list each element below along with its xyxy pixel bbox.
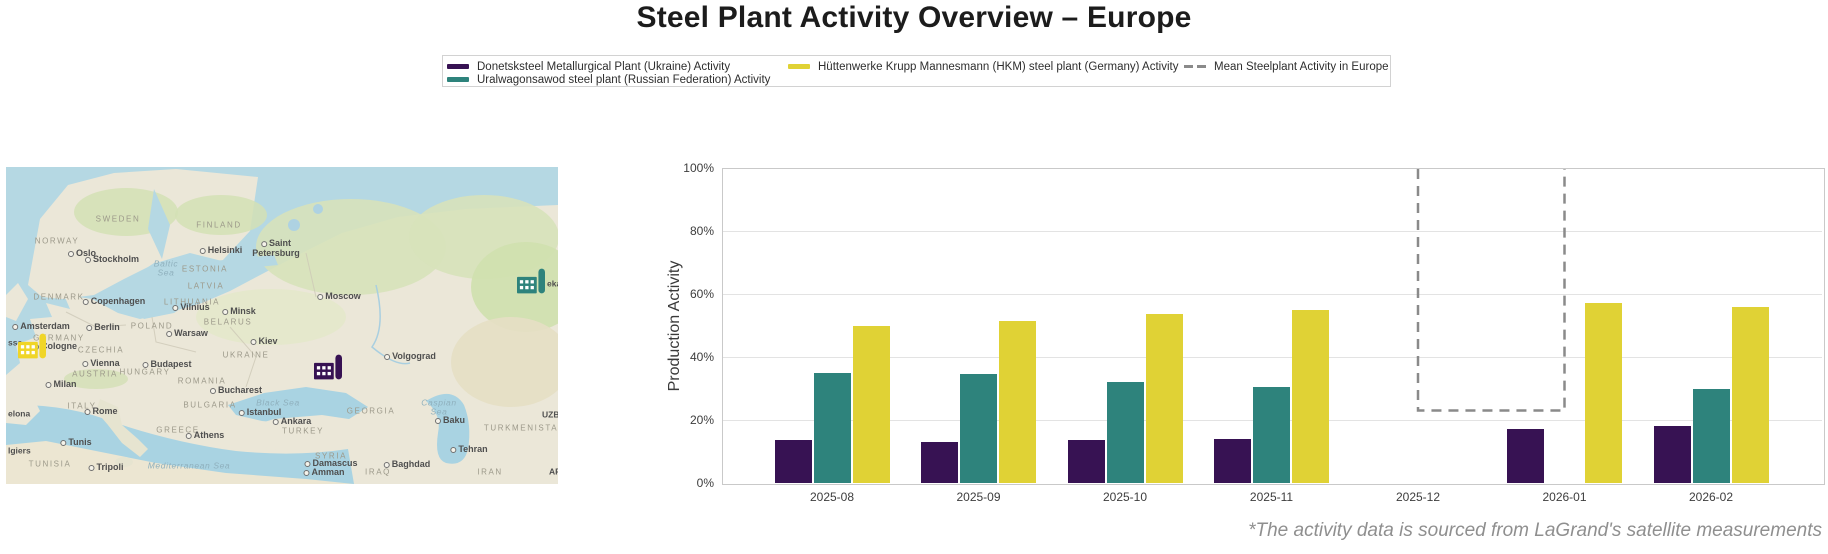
activity-bar bbox=[1585, 303, 1622, 483]
legend-item-label: Uralwagonsawod steel plant (Russian Fede… bbox=[477, 73, 771, 86]
legend-item: Hüttenwerke Krupp Mannesmann (HKM) steel… bbox=[788, 60, 1178, 73]
activity-bar bbox=[921, 442, 958, 483]
dashed-line-swatch bbox=[1184, 65, 1206, 68]
x-tick-label: 2025-08 bbox=[809, 490, 855, 504]
legend-item-label: Mean Steelplant Activity in Europe bbox=[1214, 60, 1389, 73]
activity-bar bbox=[1067, 440, 1105, 483]
x-tick-label: 2025-10 bbox=[1102, 490, 1148, 504]
y-tick-label: 40% bbox=[689, 350, 714, 364]
y-tick-label: 80% bbox=[689, 224, 714, 238]
activity-bar bbox=[774, 440, 812, 483]
y-tick-label: 0% bbox=[696, 476, 714, 490]
factory-icon[interactable] bbox=[314, 354, 342, 380]
gridline-60 bbox=[723, 294, 1822, 295]
x-tick-label: 2025-09 bbox=[956, 490, 1001, 504]
activity-bar bbox=[813, 372, 851, 483]
activity-bar bbox=[852, 325, 890, 483]
legend-item: Donetsksteel Metallurgical Plant (Ukrain… bbox=[447, 60, 730, 73]
y-tick-label: 60% bbox=[689, 287, 714, 301]
activity-bar bbox=[1653, 426, 1691, 483]
data-source-footnote: *The activity data is sourced from LaGra… bbox=[1248, 520, 1822, 541]
x-tick-label: 2025-12 bbox=[1395, 490, 1441, 504]
gridline-40 bbox=[723, 357, 1822, 358]
activity-bar bbox=[1253, 386, 1290, 483]
factory-icon[interactable] bbox=[18, 333, 46, 359]
activity-bar bbox=[1692, 388, 1730, 483]
factory-icon[interactable] bbox=[517, 268, 545, 294]
y-axis-label: Production Activity bbox=[666, 260, 683, 392]
bar-chart-plot-area bbox=[722, 168, 1825, 485]
color-swatch bbox=[447, 64, 469, 69]
x-tick-label: 2026-02 bbox=[1688, 490, 1734, 504]
y-tick-label: 100% bbox=[683, 161, 714, 175]
activity-bar bbox=[1731, 306, 1769, 483]
activity-bar bbox=[960, 374, 997, 483]
chart-legend: Donetsksteel Metallurgical Plant (Ukrain… bbox=[442, 55, 1391, 87]
map-basemap bbox=[6, 167, 558, 484]
europe-map[interactable]: NORWAY SWEDEN FINLAND ESTONIA LATVIA LITHUANI… bbox=[6, 167, 558, 484]
x-tick-label: 2026-01 bbox=[1542, 490, 1587, 504]
legend-item: Mean Steelplant Activity in Europe bbox=[1184, 60, 1389, 73]
legend-item-label: Donetsksteel Metallurgical Plant (Ukrain… bbox=[477, 60, 731, 73]
page-title: Steel Plant Activity Overview – Europe bbox=[636, 1, 1192, 34]
activity-bar bbox=[999, 320, 1036, 483]
legend-item: Uralwagonsawod steel plant (Russian Fede… bbox=[447, 73, 770, 86]
activity-bar bbox=[1214, 438, 1251, 483]
color-swatch bbox=[447, 77, 469, 82]
legend-item-label: Hüttenwerke Krupp Mannesmann (HKM) steel… bbox=[818, 60, 1179, 73]
activity-bar bbox=[1507, 429, 1544, 483]
x-tick-label: 2025-11 bbox=[1249, 490, 1294, 504]
color-swatch bbox=[788, 64, 810, 69]
activity-bar bbox=[1106, 382, 1144, 483]
activity-bar bbox=[1145, 314, 1183, 483]
y-tick-label: 20% bbox=[689, 413, 714, 427]
activity-bar bbox=[1292, 309, 1329, 483]
gridline-80 bbox=[723, 231, 1822, 232]
